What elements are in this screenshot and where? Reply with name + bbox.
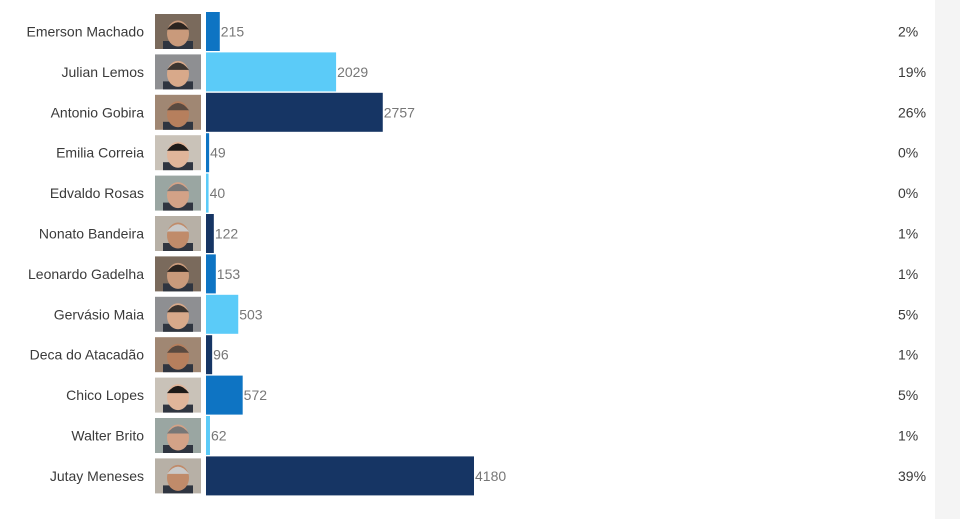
candidate-name-label: Antonio Gobira: [51, 104, 145, 120]
candidate-photo-icon: [155, 175, 201, 211]
poll-bar-chart: Emerson Machado 215 2% Julian Lemos 2029 19% A…: [26, 12, 926, 496]
candidate-name-label: Chico Lopes: [66, 387, 144, 403]
bar-value-label: 49: [210, 145, 226, 161]
candidate-name-label: Walter Brito: [71, 428, 144, 444]
chart-row: Emerson Machado 215 2%: [26, 12, 918, 51]
bar[interactable]: [206, 214, 214, 253]
percent-label: 5%: [898, 387, 918, 403]
percent-label: 0%: [898, 145, 918, 161]
candidate-name-label: Emerson Machado: [26, 24, 144, 40]
candidate-name-label: Julian Lemos: [62, 64, 145, 80]
percent-label: 1%: [898, 347, 918, 363]
candidate-name-label: Leonardo Gadelha: [28, 266, 144, 282]
candidate-photo-icon: [155, 296, 201, 332]
candidate-name-label: Jutay Meneses: [50, 468, 144, 484]
photo-hair: [167, 224, 189, 232]
photo-hair: [167, 62, 189, 70]
percent-label: 2%: [898, 24, 918, 40]
bar[interactable]: [206, 254, 216, 294]
candidate-photo-icon: [155, 135, 201, 171]
photo-hair: [167, 466, 189, 474]
photo-hair: [167, 103, 189, 111]
bar-value-label: 62: [211, 428, 227, 444]
percent-label: 1%: [898, 226, 918, 242]
candidate-photo-icon: [155, 54, 201, 90]
photo-hair: [167, 143, 189, 151]
candidate-name-label: Emilia Correia: [56, 145, 144, 161]
bar[interactable]: [206, 375, 243, 415]
percent-label: 26%: [898, 104, 926, 120]
percent-label: 1%: [898, 266, 918, 282]
bar-value-label: 215: [221, 24, 245, 40]
candidate-photo-icon: [155, 256, 201, 292]
bar[interactable]: [206, 173, 209, 213]
percent-label: 5%: [898, 306, 918, 322]
bar-value-label: 2029: [337, 64, 368, 80]
photo-hair: [167, 426, 189, 434]
candidate-name-label: Nonato Bandeira: [39, 226, 144, 242]
percent-label: 1%: [898, 428, 918, 444]
candidate-name-label: Edvaldo Rosas: [50, 185, 144, 201]
candidate-name-label: Deca do Atacadão: [30, 347, 145, 363]
percent-label: 39%: [898, 468, 926, 484]
chart-row: Julian Lemos 2029 19%: [62, 52, 926, 92]
bar-value-label: 4180: [475, 468, 506, 484]
bar[interactable]: [206, 92, 383, 132]
bar[interactable]: [206, 52, 337, 92]
bar-value-label: 96: [213, 347, 229, 363]
photo-hair: [167, 22, 189, 30]
bar[interactable]: [206, 416, 210, 455]
photo-hair: [167, 305, 189, 313]
photo-hair: [167, 264, 189, 272]
photo-hair: [167, 183, 189, 192]
candidate-photo-icon: [155, 418, 201, 453]
bar-value-label: 122: [215, 226, 239, 242]
bar-value-label: 2757: [384, 104, 415, 120]
bar-value-label: 153: [217, 266, 241, 282]
chart-row: Chico Lopes 572 5%: [66, 375, 918, 415]
chart-row: Gervásio Maia 503 5%: [54, 294, 918, 334]
chart-row: Deca do Atacadão 96 1%: [30, 335, 918, 375]
photo-hair: [167, 345, 189, 353]
candidate-photo-icon: [155, 458, 201, 494]
candidate-photo-icon: [155, 216, 201, 251]
chart-row: Leonardo Gadelha 153 1%: [28, 254, 918, 294]
chart-row: Edvaldo Rosas 40 0%: [50, 173, 918, 213]
bar[interactable]: [206, 12, 220, 51]
candidate-photo-icon: [155, 14, 201, 49]
bar-value-label: 40: [210, 185, 226, 201]
photo-hair: [167, 385, 189, 394]
candidate-photo-icon: [155, 377, 201, 413]
bar-value-label: 503: [239, 306, 263, 322]
chart-row: Walter Brito 62 1%: [71, 416, 918, 455]
candidate-photo-icon: [155, 94, 201, 130]
bar[interactable]: [206, 456, 474, 496]
chart-row: Antonio Gobira 2757 26%: [51, 92, 926, 132]
candidate-photo-icon: [155, 337, 201, 373]
bar[interactable]: [206, 294, 239, 334]
bar[interactable]: [206, 133, 210, 173]
percent-label: 19%: [898, 64, 926, 80]
scrollbar-track[interactable]: [935, 0, 960, 519]
candidate-name-label: Gervásio Maia: [54, 306, 144, 322]
bar[interactable]: [206, 335, 213, 375]
chart-row: Nonato Bandeira 122 1%: [39, 214, 918, 253]
chart-row: Jutay Meneses 4180 39%: [50, 456, 926, 496]
chart-row: Emilia Correia 49 0%: [56, 133, 918, 173]
bar-value-label: 572: [244, 387, 268, 403]
percent-label: 0%: [898, 185, 918, 201]
